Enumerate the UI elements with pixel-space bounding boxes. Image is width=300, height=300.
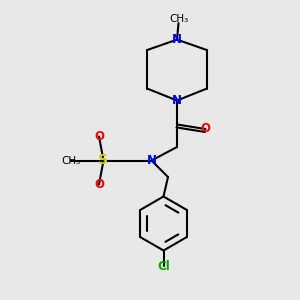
Text: CH₃: CH₃ (169, 14, 188, 24)
Text: N: N (172, 94, 182, 107)
Text: CH₃: CH₃ (61, 155, 80, 166)
Text: N: N (146, 154, 157, 167)
Text: S: S (98, 154, 109, 167)
Text: Cl: Cl (157, 260, 170, 273)
Text: N: N (172, 33, 182, 46)
Text: O: O (94, 130, 104, 143)
Text: O: O (200, 122, 211, 136)
Text: O: O (94, 178, 104, 191)
